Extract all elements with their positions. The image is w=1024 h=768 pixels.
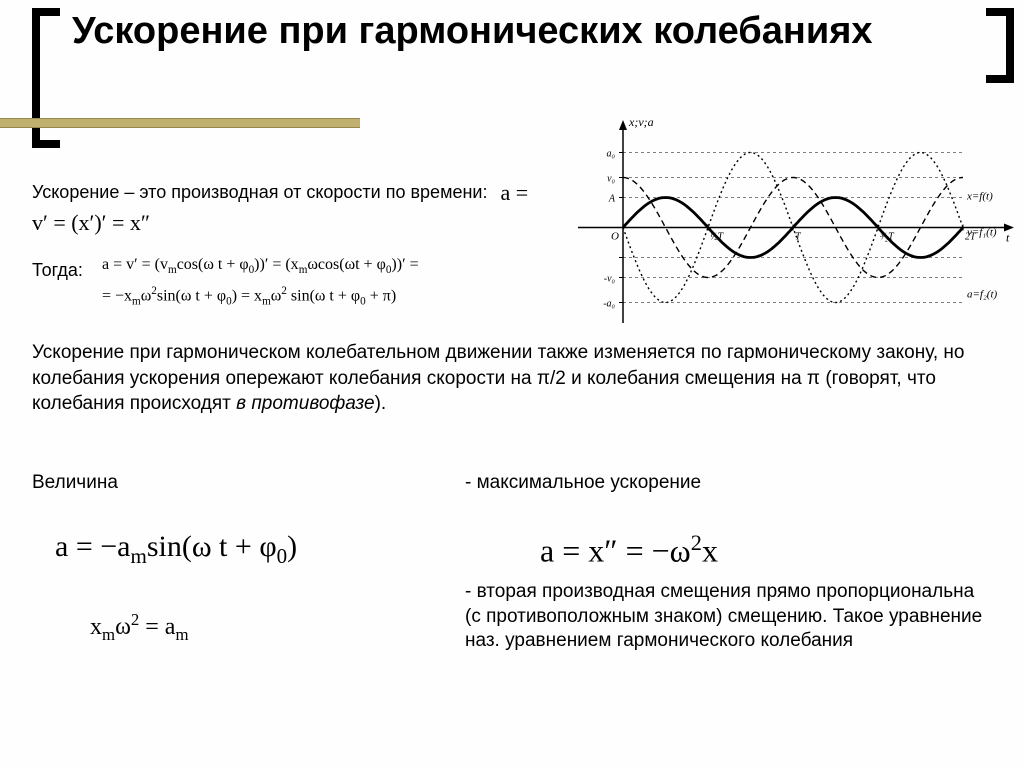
conclusion-paragraph: - вторая производная смещения прямо проп… <box>465 580 985 654</box>
equation-second-derivative: a = x″ = −ω2x <box>540 530 718 570</box>
svg-text:a₀: a₀ <box>607 149 616 160</box>
svg-text:x;v;a: x;v;a <box>628 115 654 129</box>
svg-text:-v₀: -v₀ <box>604 274 616 285</box>
label-velichina: Величина <box>32 472 118 494</box>
svg-text:a=f₂(t): a=f₂(t) <box>967 289 998 301</box>
svg-text:v=f₁(t): v=f₁(t) <box>967 227 997 239</box>
svg-text:x=f(t): x=f(t) <box>966 191 993 203</box>
svg-text:v₀: v₀ <box>607 174 615 185</box>
label-max-acceleration: - максимальное ускорение <box>465 472 701 494</box>
then-label: Тогда: <box>32 260 83 281</box>
svg-text:A: A <box>608 194 616 205</box>
equation-acceleration: a = −amsin(ω t + φ0) <box>55 530 297 569</box>
svg-text:O: O <box>611 231 619 243</box>
svg-text:-a₀: -a₀ <box>603 299 615 310</box>
intro-paragraph: Ускорение – это производная от скорости … <box>32 178 542 237</box>
page-title: Ускорение при гармонических колебаниях <box>72 10 974 54</box>
title-bracket-right <box>986 8 1014 83</box>
derivation-line-1: a = v′ = (vmcos(ω t + φ0))′ = (xmωcos(ωt… <box>102 250 542 281</box>
intro-text: Ускорение – это производная от скорости … <box>32 182 487 202</box>
explanation-emphasis: в противофазе <box>236 393 374 414</box>
explanation-paragraph: Ускорение при гармоническом колебательно… <box>32 340 1000 417</box>
explanation-end: ). <box>375 393 387 414</box>
equation-amplitude: xmω2 = am <box>90 610 189 645</box>
decorative-rule <box>0 118 360 128</box>
derivation-line-2: = −xmω2sin(ω t + φ0) = xmω2 sin(ω t + φ0… <box>102 281 542 313</box>
explanation-text: Ускорение при гармоническом колебательно… <box>32 342 964 414</box>
derivation-block: a = v′ = (vmcos(ω t + φ0))′ = (xmωcos(ωt… <box>102 250 542 313</box>
svg-text:t: t <box>1006 231 1010 245</box>
harmonic-chart: x;v;atOa₀v₀A-v₀-a₀½TT³⁄₂T2Tx=f(t)v=f₁(t)… <box>568 110 1018 335</box>
